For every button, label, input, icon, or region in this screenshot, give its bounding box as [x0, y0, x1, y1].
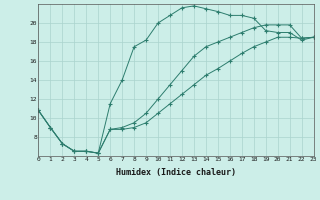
X-axis label: Humidex (Indice chaleur): Humidex (Indice chaleur) [116, 168, 236, 177]
